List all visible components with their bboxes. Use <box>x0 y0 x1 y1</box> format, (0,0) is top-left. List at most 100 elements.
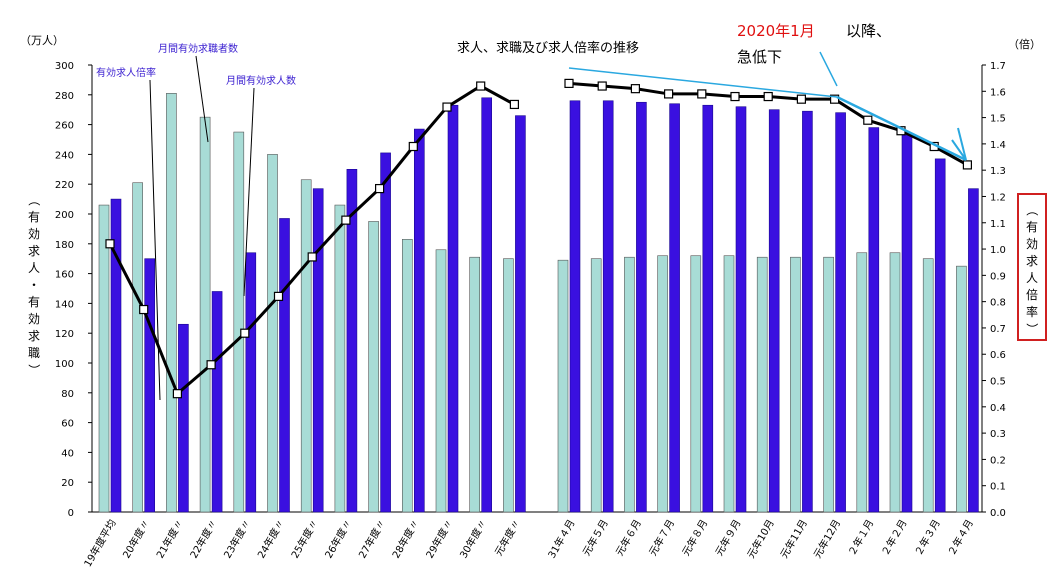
left-tick-label: 120 <box>55 329 74 340</box>
bar-seekers <box>956 265 967 513</box>
ratio-point <box>442 102 452 112</box>
bar-openings <box>481 97 493 513</box>
bar-openings <box>211 291 223 513</box>
right-tick-label: 1.4 <box>990 140 1006 151</box>
trend-line <box>568 67 838 98</box>
bars <box>98 55 979 513</box>
bar-seekers <box>233 131 245 513</box>
left-tick-label: 0 <box>68 508 74 519</box>
bar-openings <box>835 112 846 513</box>
bar-openings <box>515 115 526 513</box>
bar-openings <box>447 104 459 513</box>
left-tick-label: 300 <box>55 61 74 72</box>
ratio-point <box>564 78 574 89</box>
left-axis-label-char: 求 <box>28 329 40 343</box>
right-tick-label: 0.0 <box>990 508 1006 519</box>
category-label: 19年度平均 <box>81 517 119 569</box>
category-label: 元年７月 <box>646 517 677 558</box>
ratio-point <box>341 215 351 225</box>
annotation-ratio-label: 有効求人倍率 <box>96 66 156 79</box>
ratio-point <box>863 115 873 125</box>
left-tick-label: 20 <box>61 478 74 489</box>
right-tick-label: 0.6 <box>990 350 1006 361</box>
right-tick-label: 1.7 <box>990 61 1006 72</box>
left-axis-label-char: 効 <box>28 311 40 326</box>
bar-seekers <box>401 239 413 513</box>
bar-openings <box>413 128 425 513</box>
right-tick-label: 0.4 <box>990 403 1006 414</box>
category-label: 22年度〃 <box>187 517 220 561</box>
bar-openings <box>602 100 614 513</box>
left-tick-label: 220 <box>55 180 74 191</box>
left-tick-label: 40 <box>61 448 74 459</box>
category-label: 27年度〃 <box>356 517 389 561</box>
ratio-point <box>476 81 486 91</box>
category-label: 元年８月 <box>679 517 710 558</box>
bar-seekers <box>435 249 447 513</box>
bar-openings <box>380 152 391 513</box>
bar-seekers <box>657 255 668 513</box>
bar-seekers <box>790 256 801 513</box>
bar-openings <box>279 218 290 513</box>
bar-seekers <box>267 154 278 513</box>
category-label: 21年度〃 <box>153 517 186 561</box>
right-tick-label: 0.5 <box>990 377 1006 388</box>
category-label: ２年２月 <box>878 517 909 558</box>
ratio-point <box>408 141 418 152</box>
bar-seekers <box>690 255 702 513</box>
bar-seekers <box>823 256 834 513</box>
bar-openings <box>110 198 122 513</box>
arrow-head <box>951 127 967 161</box>
ratio-point <box>105 239 115 249</box>
left-tick-label: 60 <box>61 419 74 430</box>
category-label: 26年度〃 <box>322 517 355 561</box>
left-tick-label: 100 <box>55 359 74 370</box>
bar-openings <box>312 188 324 513</box>
bar-openings <box>669 103 680 513</box>
category-label: 元年12月 <box>811 517 844 561</box>
callout-pointer <box>819 51 838 87</box>
bar-seekers <box>922 258 934 513</box>
category-label: 24年度〃 <box>254 517 287 561</box>
right-tick-label: 1.5 <box>990 114 1006 125</box>
bar-seekers <box>199 116 211 513</box>
right-axis-label-char: 人 <box>1026 271 1038 285</box>
left-axis-label: （有効求人・有効求職） <box>27 194 41 376</box>
bar-openings <box>934 158 946 513</box>
left-tick-label: 160 <box>55 270 74 281</box>
category-label: 29年度〃 <box>423 517 456 561</box>
ratio-point <box>240 328 250 338</box>
ratio-point <box>206 360 216 370</box>
category-label: ２年３月 <box>912 517 943 558</box>
bar-openings <box>702 104 714 513</box>
ratio-point <box>829 94 840 104</box>
left-axis-label-char: ・ <box>28 278 40 292</box>
category-label: 元年11月 <box>777 517 810 561</box>
right-axis-label-char: （ <box>1025 204 1039 216</box>
left-axis-label-char: 職 <box>28 346 40 360</box>
left-tick-label: 80 <box>61 389 74 400</box>
ratio-point <box>730 91 740 102</box>
left-unit: （万人） <box>20 34 64 47</box>
ratio-point <box>307 252 317 262</box>
bar-seekers <box>300 179 312 513</box>
bar-seekers <box>166 93 177 513</box>
ratio-point <box>375 183 385 194</box>
left-axis-label-char: 求 <box>28 244 40 258</box>
annotation-seekers-label: 月間有効求職者数 <box>158 42 238 55</box>
category-label: 元年10月 <box>744 517 777 561</box>
ratio-point <box>139 304 149 315</box>
callout-year: 2020年1月 <box>737 22 815 40</box>
left-axis-label-char: 効 <box>28 226 40 241</box>
ratio-point <box>763 91 773 102</box>
right-tick-label: 0.7 <box>990 324 1006 335</box>
right-tick-label: 1.3 <box>990 166 1006 177</box>
bar-openings <box>636 101 647 513</box>
category-labels: 19年度平均 20年度〃 21年度〃 22年度〃 23年度〃 24年度〃 25年度〃 26年度… <box>81 517 976 569</box>
bar-openings <box>968 188 979 513</box>
category-label: 30年度〃 <box>457 517 490 561</box>
right-tick-label: 0.8 <box>990 298 1006 309</box>
bar-openings <box>144 258 155 513</box>
left-axis-label-char: 有 <box>28 210 40 224</box>
right-axis-label-box <box>1017 193 1047 341</box>
